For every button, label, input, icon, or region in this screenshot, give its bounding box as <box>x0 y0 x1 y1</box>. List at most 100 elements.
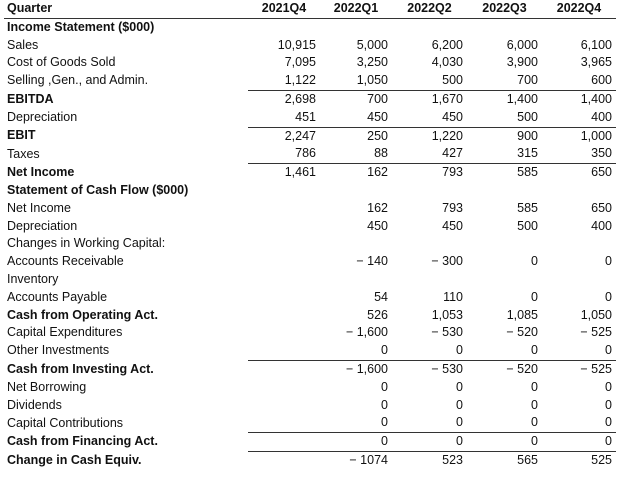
value-cell: − 520 <box>506 361 538 376</box>
value-cell: 700 <box>467 72 542 91</box>
value-cell <box>248 182 320 200</box>
value-cell <box>248 18 320 36</box>
table-row: Depreciation 451 450 450 500 400 <box>4 108 616 128</box>
value-cell: 162 <box>367 165 388 180</box>
header-row: Quarter 2021Q4 2022Q1 2022Q2 2022Q3 2022Q4 <box>4 0 616 19</box>
value-cell: 0 <box>605 379 612 394</box>
value-cell: 0 <box>320 342 392 361</box>
value-cell: 250 <box>367 128 388 143</box>
value-cell: 0 <box>467 432 542 452</box>
table-row: Income Statement ($000) <box>4 18 616 36</box>
row-label: EBITDA <box>7 91 54 106</box>
value-cell: 650 <box>591 165 612 180</box>
value-cell <box>248 307 320 325</box>
value-cell: 162 <box>367 200 388 215</box>
value-cell: 0 <box>456 397 463 412</box>
value-cell: 0 <box>381 397 388 412</box>
row-header-title: Quarter <box>4 0 248 19</box>
value-cell: 0 <box>605 254 612 269</box>
value-cell: 3,900 <box>506 55 538 70</box>
row-label: Accounts Payable <box>7 289 108 304</box>
value-cell: 600 <box>542 72 616 91</box>
table-row: Cash from Investing Act. − 1,600 − 530 − 52… <box>4 360 616 378</box>
row-label: Change in Cash Equiv. <box>7 452 142 467</box>
value-cell: 450 <box>367 218 388 233</box>
value-cell: 6,200 <box>431 37 463 52</box>
value-cell: 786 <box>248 145 320 165</box>
table-row: Selling ,Gen., and Admin. 1,122 1,050 500 70… <box>4 72 616 91</box>
table-row: Change in Cash Equiv. − 1074 523 565 525 <box>4 451 616 469</box>
row-label: Depreciation <box>7 110 78 125</box>
value-cell: 500 <box>392 72 467 91</box>
value-cell: − 520 <box>506 325 538 340</box>
value-cell <box>248 253 320 271</box>
value-cell: 6,000 <box>506 37 538 52</box>
value-cell <box>248 342 320 361</box>
value-cell <box>392 18 467 36</box>
value-cell <box>392 271 467 289</box>
table-row: Capital Contributions 0 0 0 0 <box>4 414 616 434</box>
value-cell: 110 <box>443 289 463 304</box>
value-cell: 0 <box>381 379 388 394</box>
table-row: Other Investments 0 0 0 0 <box>4 342 616 361</box>
value-cell <box>248 200 320 218</box>
value-cell: 4,030 <box>431 55 463 70</box>
value-cell <box>467 235 542 253</box>
value-cell <box>542 271 616 289</box>
value-cell: 1,670 <box>431 91 463 106</box>
value-cell: 0 <box>531 397 538 412</box>
value-cell <box>320 18 392 36</box>
value-cell: 400 <box>591 218 612 233</box>
value-cell: 1,050 <box>580 307 612 322</box>
value-cell: 450 <box>392 108 467 128</box>
table-row: Cost of Goods Sold 7,095 3,250 4,030 3,900 3,… <box>4 54 616 72</box>
table-row: Cash from Financing Act. 0 0 0 0 <box>4 432 616 452</box>
row-label: Cash from Financing Act. <box>7 434 158 449</box>
value-cell: 585 <box>517 200 538 215</box>
value-cell: 500 <box>517 218 538 233</box>
value-cell <box>320 182 392 200</box>
value-cell <box>248 414 320 434</box>
value-cell <box>542 235 616 253</box>
value-cell: 451 <box>248 108 320 128</box>
value-cell: 7,095 <box>284 55 316 70</box>
row-label: Inventory <box>7 271 59 286</box>
value-cell: 0 <box>467 342 542 361</box>
value-cell <box>392 235 467 253</box>
value-cell: 450 <box>320 108 392 128</box>
value-cell: 315 <box>467 145 542 165</box>
value-cell: 2,698 <box>284 91 316 106</box>
value-cell: 6,100 <box>580 37 612 52</box>
value-cell: − 530 <box>431 361 463 376</box>
table-row: Statement of Cash Flow ($000) <box>4 182 616 200</box>
value-cell <box>467 18 542 36</box>
value-cell <box>248 379 320 397</box>
value-cell: 1,220 <box>431 128 463 143</box>
value-cell: 0 <box>531 379 538 394</box>
value-cell <box>248 324 320 342</box>
row-label: Cash from Investing Act. <box>7 361 154 376</box>
value-cell: 650 <box>591 200 612 215</box>
value-cell <box>467 182 542 200</box>
column-header: 2022Q4 <box>542 0 616 19</box>
value-cell: 450 <box>442 218 463 233</box>
value-cell <box>248 235 320 253</box>
row-label: EBIT <box>7 128 36 143</box>
value-cell: 0 <box>542 342 616 361</box>
value-cell <box>248 451 320 469</box>
row-label: Accounts Receivable <box>7 254 124 269</box>
value-cell: 0 <box>392 432 467 452</box>
table-row: Net Income 162 793 585 650 <box>4 200 616 218</box>
row-label: Dividends <box>7 397 62 412</box>
value-cell: 3,250 <box>356 55 388 70</box>
value-cell: − 525 <box>580 361 612 376</box>
value-cell: 427 <box>392 145 467 165</box>
row-label: Sales <box>7 37 39 52</box>
column-header: 2022Q1 <box>320 0 392 19</box>
row-label: Net Income <box>7 164 75 179</box>
value-cell: 793 <box>442 200 463 215</box>
value-cell: 793 <box>442 165 463 180</box>
value-cell: 1,053 <box>431 307 463 322</box>
table-row: Depreciation 450 450 500 400 <box>4 218 616 236</box>
